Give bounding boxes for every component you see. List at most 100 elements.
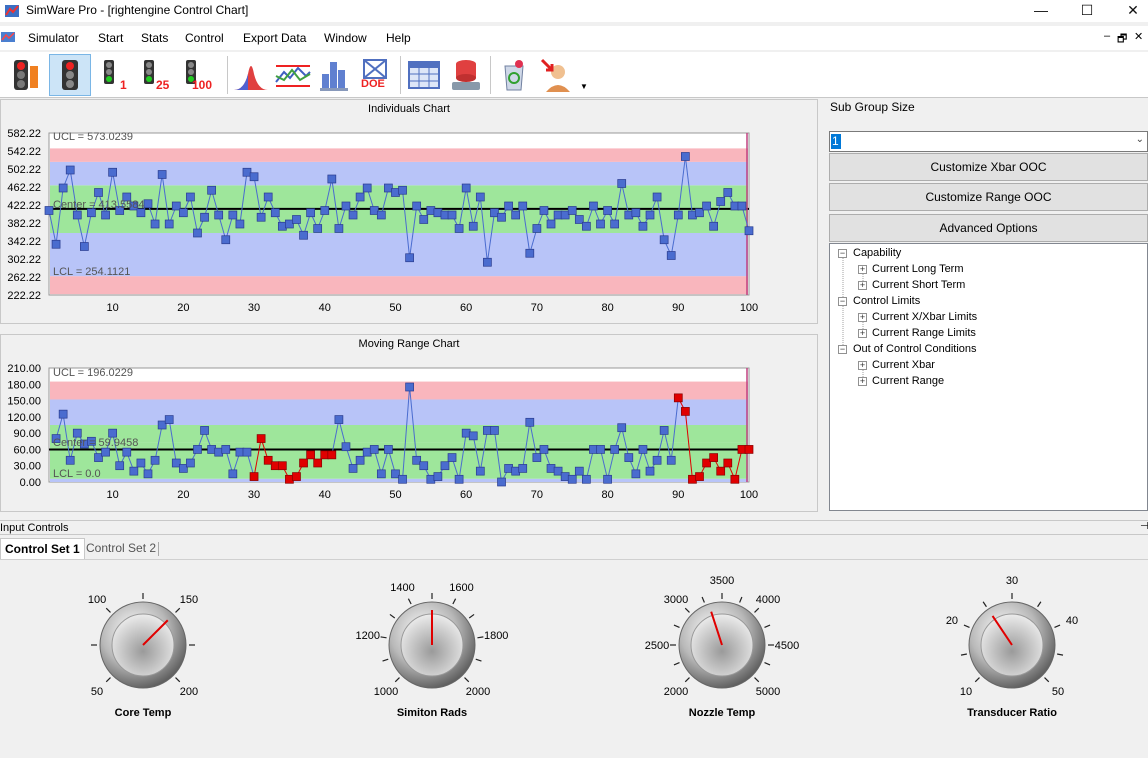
traffic-light-icon[interactable] [6,54,48,96]
mr-data-point [143,469,153,479]
individuals-data-point [341,201,351,211]
title-bar: SimWare Pro - [rightengine Control Chart… [0,0,1148,22]
mr-data-point [659,426,669,435]
mr-data-point [327,450,337,460]
tree-expand-current-xbar[interactable]: + [858,360,867,370]
individuals-data-point [214,210,224,220]
tree-collapse-ooc[interactable]: − [838,344,847,354]
run-25-icon[interactable]: 25 [138,54,180,96]
mdi-close-button[interactable]: ✕ [1134,31,1144,43]
individuals-data-point [263,192,273,202]
tree-node-long-term[interactable]: Current Long Term [872,263,964,275]
knob-scale-label: 4500 [775,640,799,652]
tree-collapse-control-limits[interactable]: − [838,296,847,306]
tree-node-current-range[interactable]: Current Range [872,375,945,387]
menu-simulator[interactable]: Simulator [28,31,79,45]
individuals-x-tick-label: 80 [601,302,613,314]
individuals-data-point [313,224,323,233]
doe-icon[interactable]: DOE [356,54,398,96]
distribution-icon[interactable] [230,54,272,96]
mr-data-point [115,461,125,471]
menu-stats[interactable]: Stats [141,31,169,45]
export-user-icon[interactable] [536,54,578,96]
tree-expand-current-range[interactable]: + [858,376,867,386]
mr-data-point [355,455,365,465]
pin-icon[interactable]: ⊣ [1140,521,1148,532]
calendar-grid-icon[interactable] [403,54,445,96]
traffic-light-active-icon[interactable] [49,54,91,96]
mr-data-point [256,434,266,443]
tree-expand-short-term[interactable]: + [858,280,867,290]
mr-lcl-label: LCL = 0.0 [53,468,101,480]
tree-node-range-limits[interactable]: Current Range Limits [872,327,976,339]
individuals-series-segment [76,214,85,247]
mr-data-point [525,417,535,427]
individuals-data-point [546,219,556,229]
individuals-data-point [645,210,655,220]
knob-label: Transducer Ratio [967,707,1057,719]
individuals-data-point [94,188,103,197]
database-icon[interactable] [446,54,488,96]
knob-scale-label: 5000 [756,686,780,698]
maximize-button[interactable]: ☐ [1080,2,1094,18]
menu-start[interactable]: Start [98,31,124,45]
individuals-series-segment [253,176,262,218]
tree-node-ooc[interactable]: Out of Control Conditions [853,343,977,355]
minimize-button[interactable]: — [1034,2,1048,18]
individuals-data-point [369,206,379,215]
run-1-icon[interactable]: 1 [94,54,136,96]
advanced-options-button[interactable]: Advanced Options [829,214,1148,242]
run-100-icon[interactable]: 100 [182,54,224,96]
chevron-down-icon[interactable]: ⌄ [1135,134,1144,145]
individuals-data-point [483,257,492,267]
individuals-data-point [617,179,627,188]
mr-y-tick-label: 0.00 [20,477,41,489]
mr-series-segment [338,419,347,447]
menu-export-data[interactable]: Export Data [243,31,307,45]
tree-node-short-term[interactable]: Current Short Term [872,279,966,291]
line-chart-icon[interactable] [272,54,314,96]
menu-control[interactable]: Control [185,31,224,45]
customize-xbar-ooc-button[interactable]: Customize Xbar OOC [829,153,1148,181]
mdi-minimize-button[interactable]: – [1104,30,1111,42]
mr-data-point [200,426,209,435]
tab-control-set-2[interactable]: Control Set 2 [86,541,157,555]
mr-data-point [723,458,733,468]
individuals-series-segment [161,174,170,225]
tree-collapse-capability[interactable]: − [838,248,847,258]
mdi-restore-button[interactable]: 🗗 [1117,33,1128,45]
knob-tick [477,636,484,639]
subgroup-size-select[interactable]: 1 ⌄ [829,131,1148,152]
customize-range-ooc-button[interactable]: Customize Range OOC [829,183,1148,211]
knob-tick [1044,677,1050,683]
tree-node-control-limits[interactable]: Control Limits [853,295,921,307]
bar-chart-icon[interactable] [314,54,356,96]
individuals-data-point [58,183,68,193]
menu-help[interactable]: Help [386,31,411,45]
knob-needle [991,615,1013,646]
menu-window[interactable]: Window [324,31,367,45]
tree-node-capability[interactable]: Capability [853,247,902,259]
knob-scale-label: 50 [91,686,103,698]
toolbar-overflow-icon[interactable]: ▼ [580,82,588,91]
individuals-series-segment [409,205,418,258]
recycle-bin-icon[interactable] [493,54,535,96]
close-button[interactable]: ✕ [1127,2,1139,18]
tree-expand-xbar-limits[interactable]: + [858,312,867,322]
individuals-data-point [171,201,181,211]
mr-data-point [242,447,252,457]
mr-data-point [341,442,351,452]
individuals-series-segment [670,214,679,256]
moving-range-chart: 210.00 180.00 150.00 120.00 90.00 60.00 30.00 0… [7,363,758,501]
tab-control-set-1[interactable]: Control Set 1 [0,538,85,560]
mr-data-point [447,453,457,462]
mr-series-segment [409,386,418,461]
mr-x-tick-label: 30 [248,489,260,501]
tree-expand-range-limits[interactable]: + [858,328,867,338]
mr-data-point [645,466,655,476]
tree-node-current-xbar[interactable]: Current Xbar [872,359,935,371]
tree-node-xbar-limits[interactable]: Current X/Xbar Limits [872,311,978,323]
knob-tick [960,653,968,656]
mr-data-point [299,458,308,468]
tree-expand-long-term[interactable]: + [858,264,867,274]
